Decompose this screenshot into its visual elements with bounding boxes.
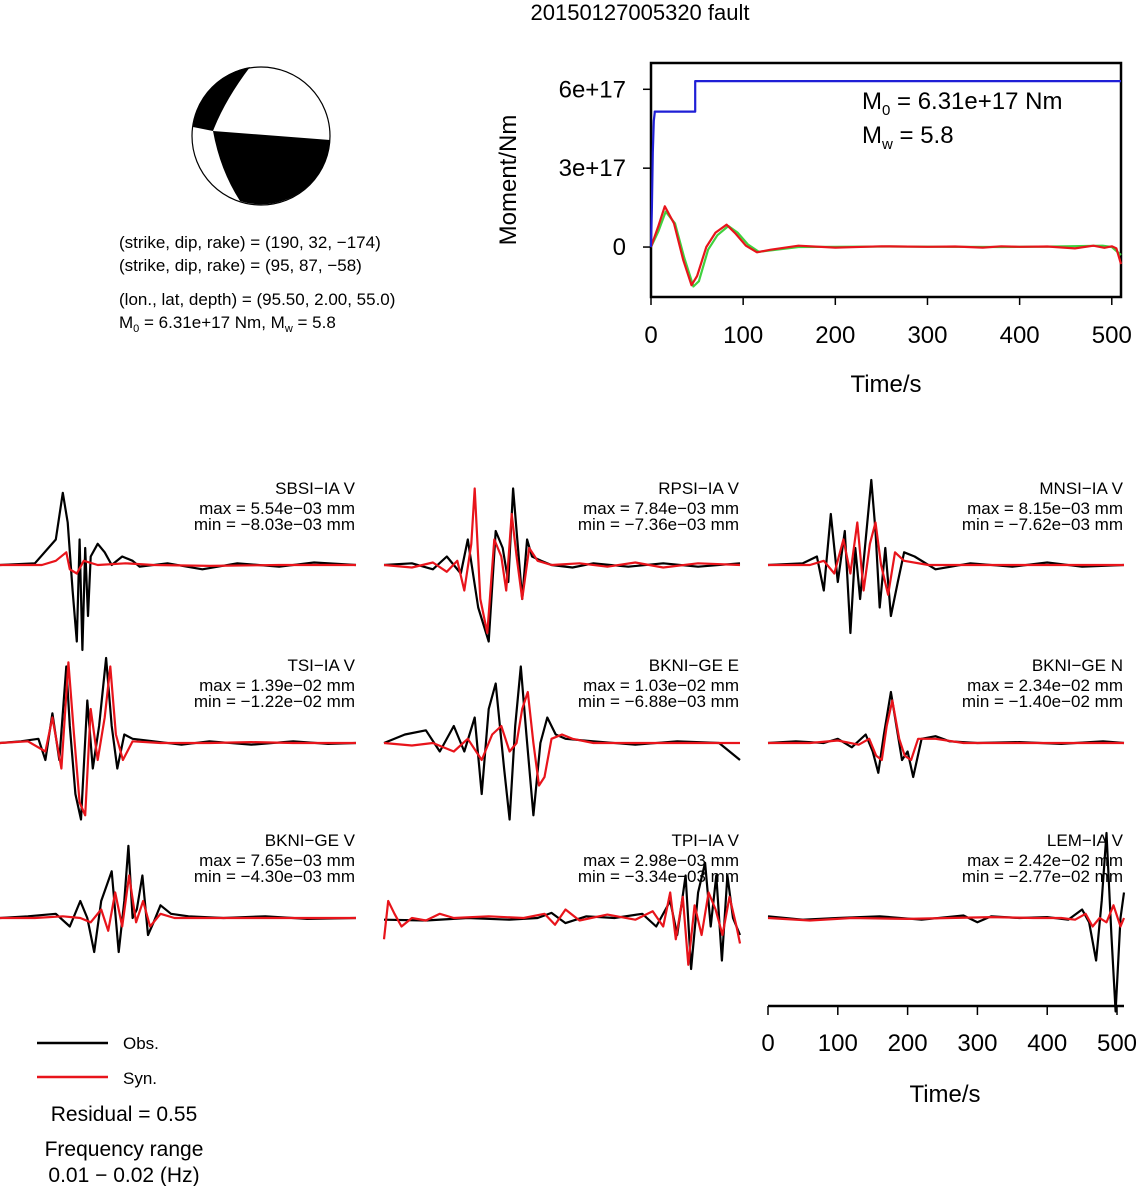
moment-x-tick-label: 300 bbox=[907, 322, 947, 349]
synthetic-trace bbox=[0, 874, 356, 932]
max-amplitude-label: max = 2.42e−02 mm bbox=[967, 851, 1123, 870]
legend-syn-label: Syn. bbox=[123, 1069, 157, 1088]
moment-x-axis-label: Time/s bbox=[850, 371, 921, 398]
frequency-range-value: 0.01 − 0.02 (Hz) bbox=[48, 1164, 199, 1186]
moment-rate-green-line bbox=[650, 210, 1122, 288]
moment-y-tick-label: 6e+17 bbox=[559, 76, 626, 103]
synthetic-trace bbox=[767, 904, 1126, 928]
waveform-x-tick-label: 500 bbox=[1097, 1030, 1137, 1057]
nodal-plane-1: (strike, dip, rake) = (190, 32, −174) bbox=[119, 233, 381, 252]
max-amplitude-label: max = 2.34e−02 mm bbox=[967, 676, 1123, 695]
location-depth: (lon., lat, depth) = (95.50, 2.00, 55.0) bbox=[119, 290, 395, 309]
min-amplitude-label: min = −1.22e−02 mm bbox=[194, 692, 355, 711]
moment-x-tick-label: 100 bbox=[723, 322, 763, 349]
waveform-time-axis: Time/s 0 100 200 300 400 500 bbox=[761, 1004, 1137, 1108]
moment-magnitude-text: M0 = 6.31e+17 Nm, Mw = 5.8 bbox=[119, 313, 336, 335]
min-amplitude-label: min = −3.34e−03 mm bbox=[578, 867, 739, 886]
beachball-compressional-quadrant-upper bbox=[193, 67, 250, 131]
min-amplitude-label: min = −1.40e−02 mm bbox=[962, 692, 1123, 711]
moment-x-tick-label: 500 bbox=[1092, 322, 1132, 349]
synthetic-trace bbox=[0, 661, 356, 817]
min-amplitude-label: min = −2.77e−02 mm bbox=[962, 867, 1123, 886]
observed-trace bbox=[383, 487, 741, 643]
station-label: TSI−IA V bbox=[287, 656, 355, 675]
max-amplitude-label: max = 5.54e−03 mm bbox=[199, 499, 355, 518]
moment-plot-frame bbox=[649, 61, 1123, 299]
moment-rate-synthetic-line bbox=[649, 205, 1123, 287]
station-label: BKNI−GE V bbox=[265, 831, 356, 850]
legend: Obs. Syn. bbox=[37, 1034, 159, 1088]
max-amplitude-label: max = 7.84e−03 mm bbox=[583, 499, 739, 518]
beachball-compressional-quadrant-lower bbox=[213, 131, 330, 205]
moment-cumulative-line bbox=[649, 79, 1121, 248]
synthetic-trace bbox=[0, 551, 356, 575]
moment-annotation-m0: M0 = 6.31e+17 Nm bbox=[862, 88, 1062, 119]
waveform-x-tick-label: 100 bbox=[818, 1030, 858, 1057]
observed-trace bbox=[0, 656, 357, 821]
min-amplitude-label: min = −8.03e−03 mm bbox=[194, 515, 355, 534]
nodal-plane-2: (strike, dip, rake) = (95, 87, −58) bbox=[119, 256, 362, 275]
observed-trace bbox=[0, 491, 357, 652]
moment-y-axis-label: Moment/Nm bbox=[495, 115, 522, 246]
max-amplitude-label: max = 1.39e−02 mm bbox=[199, 676, 355, 695]
station-label: LEM−IA V bbox=[1047, 831, 1124, 850]
moment-y-tick-label: 0 bbox=[613, 234, 626, 261]
moment-x-tick-label: 0 bbox=[644, 322, 657, 349]
synthetic-trace bbox=[383, 487, 741, 635]
focal-mechanism-beachball bbox=[191, 66, 331, 206]
moment-y-tick-label: 3e+17 bbox=[559, 155, 626, 182]
focal-parameters: (strike, dip, rake) = (190, 32, −174) (s… bbox=[119, 233, 395, 335]
max-amplitude-label: max = 1.03e−02 mm bbox=[583, 676, 739, 695]
moment-x-tick-label: 400 bbox=[1000, 322, 1040, 349]
synthetic-trace bbox=[383, 690, 740, 787]
synthetic-trace bbox=[768, 699, 1124, 762]
min-amplitude-label: min = −7.36e−03 mm bbox=[578, 515, 739, 534]
moment-chart: Moment/Nm Time/s M0 = 6.31e+17 Nm Mw = 5… bbox=[495, 61, 1132, 398]
min-amplitude-label: min = −4.30e−03 mm bbox=[194, 867, 355, 886]
max-amplitude-label: max = 2.98e−03 mm bbox=[583, 851, 739, 870]
station-label: RPSI−IA V bbox=[658, 479, 739, 498]
beachball-outline bbox=[191, 66, 331, 206]
observed-trace bbox=[383, 665, 741, 821]
station-label: BKNI−GE N bbox=[1032, 656, 1123, 675]
waveform-x-tick-label: 0 bbox=[761, 1030, 774, 1057]
moment-x-tick-label: 200 bbox=[815, 322, 855, 349]
figure-title: 20150127005320 fault bbox=[531, 0, 750, 25]
min-amplitude-label: min = −7.62e−03 mm bbox=[962, 515, 1123, 534]
station-label: BKNI−GE E bbox=[649, 656, 739, 675]
waveform-x-tick-label: 200 bbox=[888, 1030, 928, 1057]
residual-text: Residual = 0.55 bbox=[51, 1103, 198, 1126]
waveform-x-tick-label: 400 bbox=[1027, 1030, 1067, 1057]
min-amplitude-label: min = −6.88e−03 mm bbox=[578, 692, 739, 711]
max-amplitude-label: max = 7.65e−03 mm bbox=[199, 851, 355, 870]
moment-annotation-mw: Mw = 5.8 bbox=[862, 122, 954, 153]
max-amplitude-label: max = 8.15e−03 mm bbox=[967, 499, 1123, 518]
fit-summary: Residual = 0.55 Frequency range 0.01 − 0… bbox=[45, 1103, 204, 1186]
observed-trace bbox=[767, 478, 1125, 635]
synthetic-trace bbox=[382, 891, 742, 966]
frequency-range-title: Frequency range bbox=[45, 1138, 204, 1161]
station-label: SBSI−IA V bbox=[275, 479, 356, 498]
synthetic-trace bbox=[768, 521, 1124, 596]
waveform-x-axis-label: Time/s bbox=[909, 1081, 980, 1108]
station-label: TPI−IA V bbox=[671, 831, 739, 850]
station-label: MNSI−IA V bbox=[1039, 479, 1123, 498]
legend-obs-label: Obs. bbox=[123, 1034, 159, 1053]
waveform-x-tick-label: 300 bbox=[957, 1030, 997, 1057]
